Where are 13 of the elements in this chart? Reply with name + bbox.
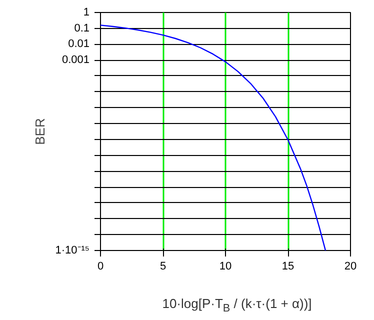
y-tick-label: 0.01 — [68, 38, 90, 50]
y-tick-label: 0.001 — [62, 54, 90, 66]
x-axis-title: 10·log[P·T$_{B}$ / (k·τ·(1 + α))] — [161, 295, 313, 317]
line-series — [100, 24, 326, 250]
y-tick-label: 1 — [83, 6, 90, 18]
x-tick-label: 0 — [97, 260, 104, 272]
y-tick-label: 0.1 — [74, 22, 90, 34]
y-axis-title: BER — [32, 118, 48, 145]
x-tick-label: 10 — [219, 260, 232, 272]
x-tick-label: 15 — [282, 260, 294, 272]
x-tick-label: 20 — [344, 260, 357, 272]
x-tick-label: 5 — [160, 260, 166, 272]
y-tick-label: 1·10⁻¹⁵ — [55, 244, 90, 256]
